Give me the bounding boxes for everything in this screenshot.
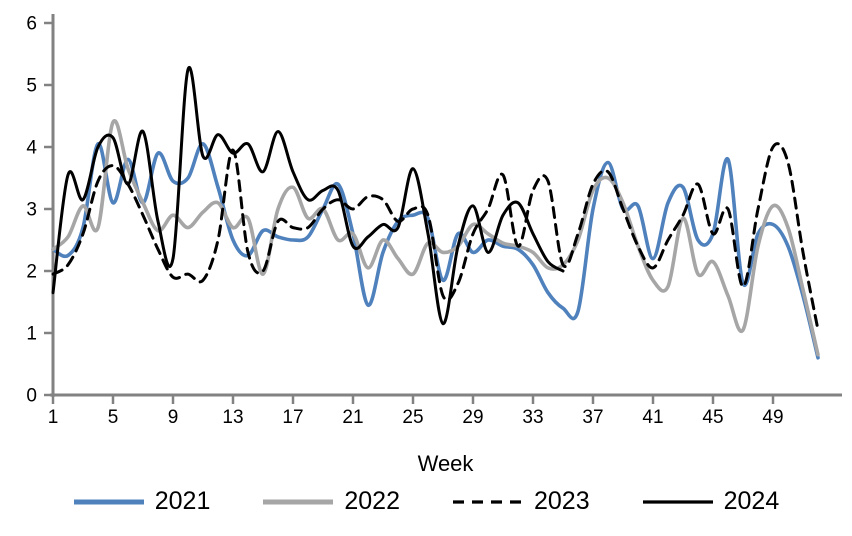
- legend-item-2023: 2023: [452, 487, 590, 516]
- x-tick-label: 49: [762, 407, 783, 428]
- y-tick-label: 4: [26, 138, 37, 159]
- legend-swatch-2021-line: [73, 499, 144, 504]
- y-tick-label: 2: [26, 262, 37, 283]
- series-2023-line: [51, 142, 820, 332]
- x-tick-label: 13: [222, 407, 243, 428]
- y-tick-label: 5: [26, 76, 37, 97]
- y-tick-label: 1: [26, 324, 37, 345]
- x-axis-title: Week: [417, 451, 474, 476]
- x-tick-label: 29: [462, 407, 483, 428]
- y-tick-label: 3: [26, 200, 37, 221]
- legend-item-2021: 2021: [73, 487, 211, 516]
- legend-label-2022: 2022: [344, 487, 400, 515]
- legend: 2021 2022 2023 2024: [0, 487, 852, 516]
- series-2021-line: [51, 142, 820, 360]
- x-tick-label: 45: [702, 407, 723, 428]
- legend-swatch-2022-line: [263, 499, 334, 504]
- x-tick-label: 9: [168, 407, 179, 428]
- legend-label-2024: 2024: [723, 487, 780, 515]
- legend-label-2023: 2023: [534, 487, 590, 515]
- legend-item-2024: 2024: [642, 487, 780, 516]
- series-2022-line: [51, 118, 820, 357]
- x-tick-label: 37: [582, 407, 603, 428]
- legend-item-2022: 2022: [262, 487, 400, 516]
- x-tick-label: 21: [342, 407, 363, 428]
- legend-swatch-2023-line: [453, 499, 523, 504]
- x-tick-label: 1: [48, 407, 59, 428]
- x-tick-label: 33: [522, 407, 543, 428]
- series-2024-line: [51, 65, 565, 326]
- y-tick-label: 6: [26, 14, 37, 35]
- y-tick-label: 0: [26, 386, 37, 407]
- x-tick-label: 25: [402, 407, 423, 428]
- legend-label-2021: 2021: [154, 487, 211, 515]
- legend-swatch-2024-line: [642, 499, 713, 504]
- x-tick-label: 17: [282, 407, 303, 428]
- x-tick-label: 5: [108, 407, 119, 428]
- x-tick-label: 41: [642, 407, 663, 428]
